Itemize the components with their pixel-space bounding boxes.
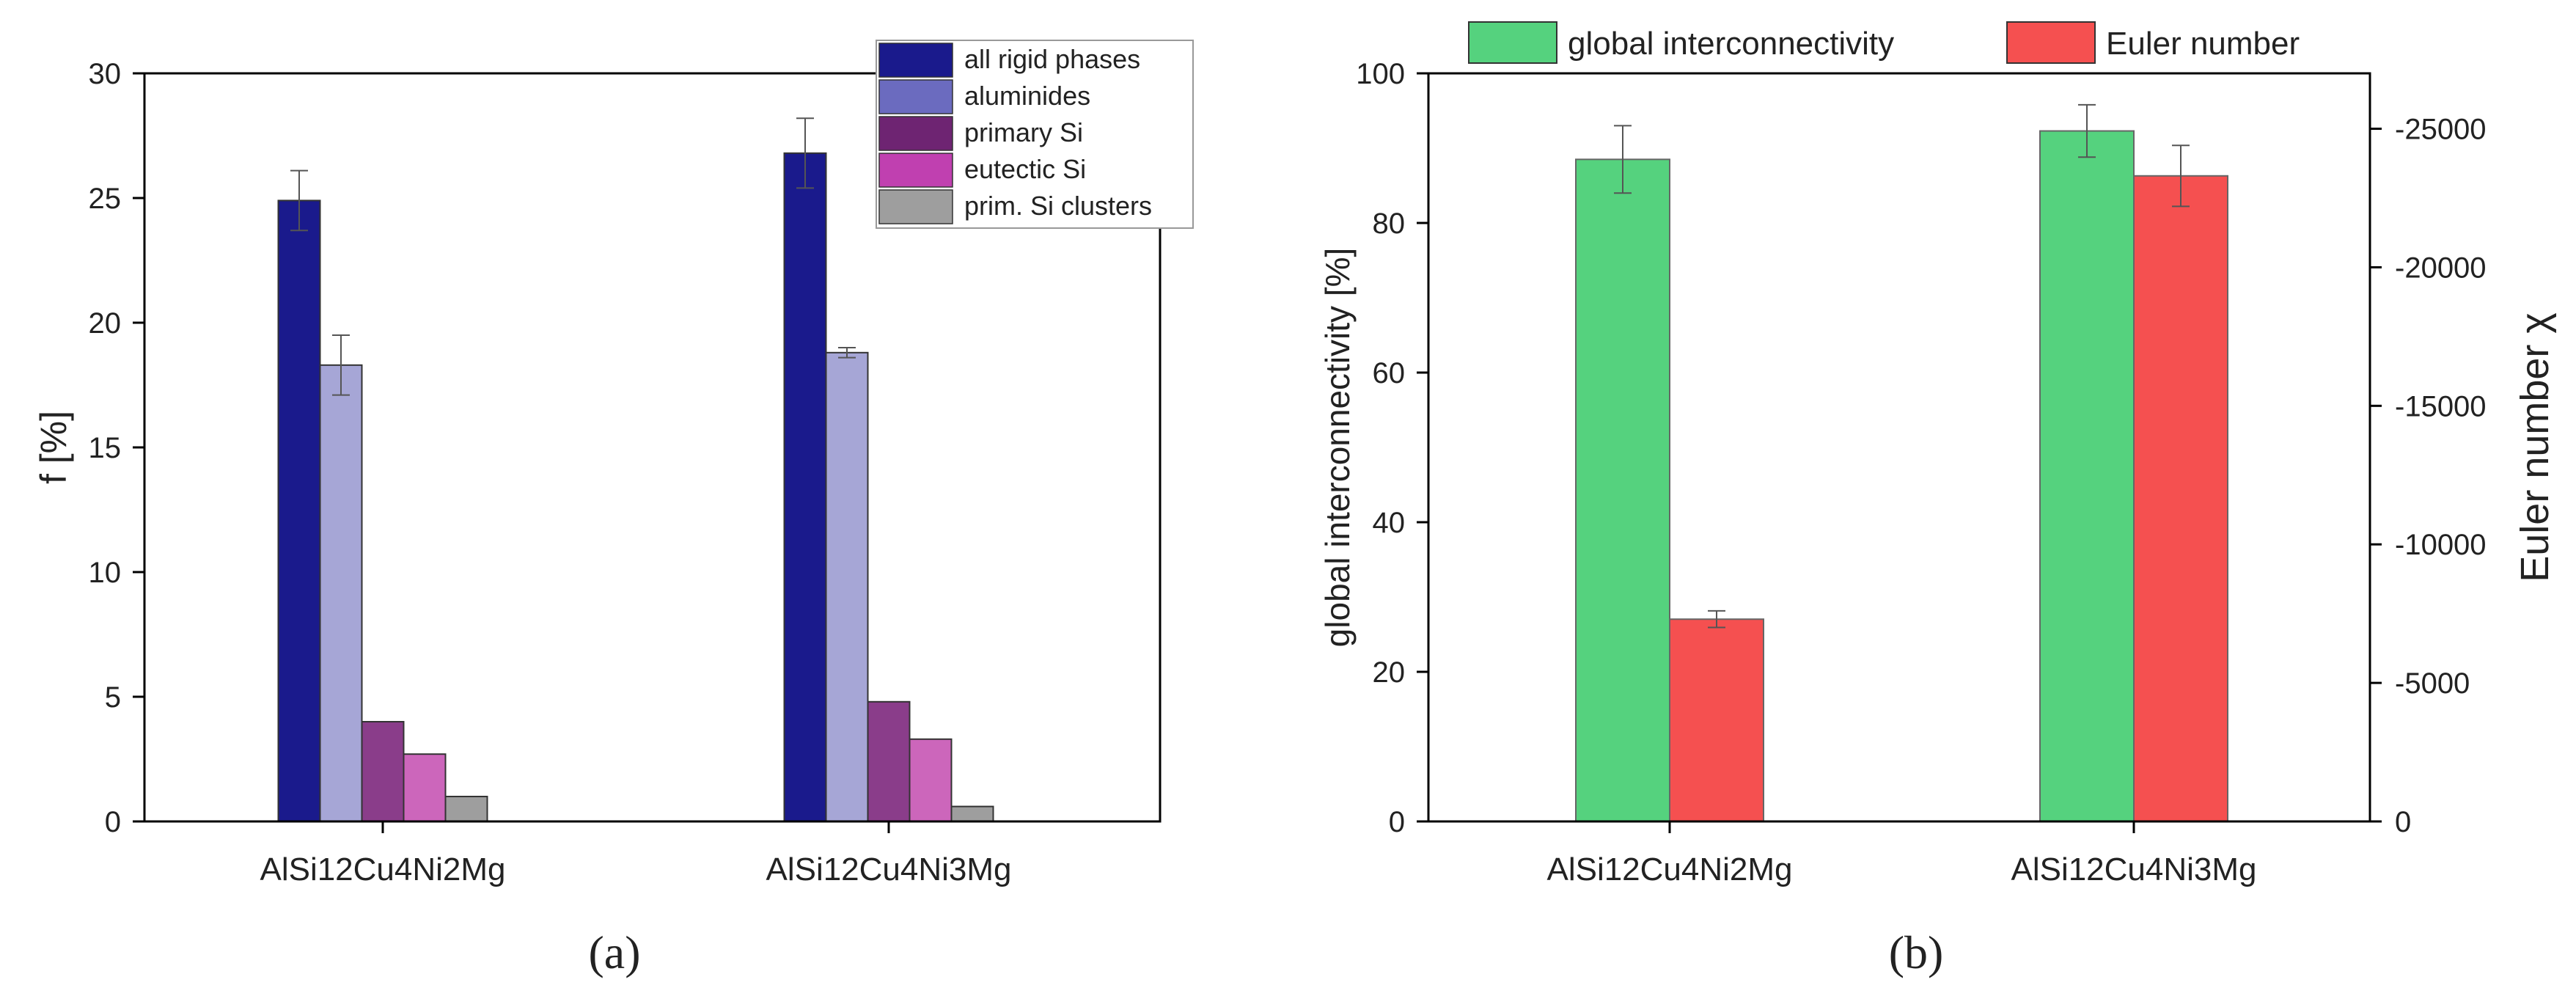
y-tick-label: 40 — [1373, 507, 1406, 539]
plot-frame — [143, 72, 1162, 823]
y-axis-label: f [%] — [33, 411, 74, 484]
legend-label: eutectic Si — [964, 154, 1086, 184]
legend-swatch — [878, 43, 953, 78]
bar-primary-si-1 — [867, 700, 911, 822]
y2-axis-label: Euler number χ — [2513, 312, 2557, 582]
y-tick-label: 30 — [89, 58, 122, 90]
bar-eutectic-si-1 — [909, 738, 953, 822]
x-category-label: AlSi12Cu4Ni2Mg — [260, 852, 505, 887]
panel-b: 0 20 40 60 80 100 0 -5000 -10000 -15000 -20000 -250… — [1318, 21, 2557, 978]
y2-tick-label: -25000 — [2395, 114, 2487, 146]
error-bar — [2078, 103, 2096, 158]
y-tick-label: 0 — [105, 806, 121, 838]
error-bar — [332, 334, 350, 396]
legend: all rigid phases aluminides primary Si eute… — [876, 40, 1194, 229]
error-bar — [838, 347, 856, 359]
bar-euler-number-1 — [2133, 175, 2228, 822]
legend-label: global interconnectivity — [1568, 26, 1894, 62]
y-tick-label: 15 — [89, 432, 122, 464]
y-tick-label: 5 — [105, 681, 121, 714]
error-bar — [2172, 144, 2190, 208]
bar-global-interconnectivity-1 — [2039, 130, 2135, 823]
y-tick-label: 20 — [89, 307, 122, 340]
legend-swatch — [878, 116, 953, 151]
bar-aluminides-0 — [319, 364, 363, 822]
y-tick-label: 0 — [1389, 806, 1405, 838]
x-category-label: AlSi12Cu4Ni2Mg — [1546, 852, 1792, 887]
bar-euler-number-0 — [1669, 618, 1764, 822]
y2-tick-label: -5000 — [2395, 667, 2470, 700]
legend-swatch — [2006, 21, 2096, 64]
y-axis-label: global interconnectivity [%] — [1318, 248, 1357, 648]
bar-primary-si-0 — [361, 721, 405, 822]
bar-eutectic-si-0 — [403, 753, 447, 822]
panel-label: (a) — [588, 926, 640, 978]
legend-label: Euler number — [2106, 26, 2300, 62]
y2-tick-label: -10000 — [2395, 529, 2487, 561]
bar-aluminides-1 — [825, 351, 869, 822]
panel-label: (b) — [1889, 926, 1944, 978]
legend-swatch — [878, 189, 953, 224]
error-bar — [1708, 609, 1725, 629]
legend-swatch — [1468, 21, 1557, 64]
y2-tick-label: -20000 — [2395, 252, 2487, 284]
legend: global interconnectivity Euler number — [1468, 21, 2300, 64]
bar-global-interconnectivity-0 — [1575, 158, 1670, 823]
bar-all-rigid-phases-0 — [277, 199, 321, 822]
legend-label: all rigid phases — [964, 44, 1140, 74]
y-tick-label: 60 — [1373, 357, 1406, 389]
error-bar — [796, 117, 814, 189]
y-tick-label: 100 — [1356, 58, 1405, 90]
y-tick-label: 25 — [89, 183, 122, 215]
bar-prim-si-clusters-0 — [444, 796, 488, 822]
error-bar — [290, 169, 308, 232]
y2-tick-label: -15000 — [2395, 390, 2487, 422]
x-category-label: AlSi12Cu4Ni3Mg — [2011, 852, 2256, 887]
bar-all-rigid-phases-1 — [783, 152, 827, 823]
plot-frame — [1427, 72, 2371, 823]
y-tick-label: 20 — [1373, 656, 1406, 689]
panel-a: 0 5 10 15 20 25 30 f [%] AlSi12Cu4Ni2Mg AlSi12Cu4… — [33, 40, 1194, 978]
legend-swatch — [878, 79, 953, 114]
bar-prim-si-clusters-1 — [950, 805, 994, 822]
y2-tick-label: 0 — [2395, 806, 2411, 838]
legend-label: prim. Si clusters — [964, 191, 1152, 221]
legend-swatch — [878, 153, 953, 188]
legend-label: primary Si — [964, 117, 1083, 147]
y-tick-label: 10 — [89, 557, 122, 589]
legend-label: aluminides — [964, 81, 1090, 111]
error-bar — [1614, 125, 1632, 194]
y-tick-label: 80 — [1373, 208, 1406, 240]
x-category-label: AlSi12Cu4Ni3Mg — [766, 852, 1011, 887]
